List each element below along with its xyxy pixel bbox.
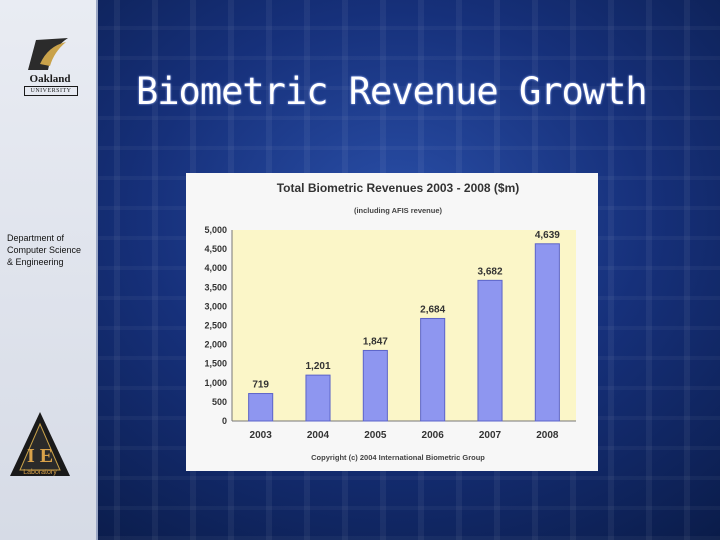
x-tick-label: 2008: [536, 430, 559, 441]
department-line: & Engineering: [7, 257, 64, 267]
x-tick-label: 2006: [422, 430, 445, 441]
y-tick-label: 2,000: [204, 340, 227, 350]
chart-subtitle: (including AFIS revenue): [354, 206, 443, 215]
y-tick-label: 4,000: [204, 263, 227, 273]
chart-title: Total Biometric Revenues 2003 - 2008 ($m…: [277, 181, 520, 195]
bar-chart: Total Biometric Revenues 2003 - 2008 ($m…: [204, 181, 576, 462]
slide-title: Biometric Revenue Growth: [136, 70, 648, 113]
y-tick-label: 5,000: [204, 225, 227, 235]
data-label: 1,201: [305, 361, 330, 372]
logo-text-oakland: Oakland: [29, 73, 71, 85]
y-tick-label: 500: [212, 397, 227, 407]
chart-panel: Total Biometric Revenues 2003 - 2008 ($m…: [186, 173, 598, 471]
y-tick-label: 0: [222, 416, 227, 426]
data-label: 3,682: [477, 266, 502, 277]
data-label: 4,639: [535, 230, 560, 241]
oakland-university-logo: Oakland UNIVERSITY: [22, 34, 78, 100]
ise-lab-logo: I E Laboratory: [10, 412, 70, 476]
bar-2005: [362, 349, 388, 422]
y-tick-label: 4,500: [204, 244, 227, 254]
logo-text-university: UNIVERSITY: [24, 86, 78, 96]
department-line: Department of: [7, 233, 65, 243]
data-label: 2,684: [420, 304, 445, 315]
plot-area: [232, 230, 576, 421]
bar-2008: [534, 243, 560, 422]
y-tick-label: 3,000: [204, 301, 227, 311]
data-label: 1,847: [363, 336, 388, 347]
y-tick-label: 1,500: [204, 359, 227, 369]
y-tick-label: 1,000: [204, 378, 227, 388]
sail-icon: [28, 38, 68, 70]
department-label: Department of Computer Science & Enginee…: [7, 232, 95, 268]
bar-2003: [248, 393, 274, 422]
x-tick-label: 2005: [364, 430, 387, 441]
lab-logo-text: Laboratory: [23, 469, 57, 476]
lab-logo-letters: I E: [27, 445, 53, 467]
y-tick-label: 3,500: [204, 282, 227, 292]
x-tick-label: 2007: [479, 430, 502, 441]
x-tick-label: 2004: [307, 430, 330, 441]
data-label: 719: [252, 380, 269, 391]
y-tick-label: 2,500: [204, 321, 227, 331]
bar-2006: [420, 317, 446, 422]
bar-2004: [305, 374, 331, 422]
x-tick-label: 2003: [250, 430, 273, 441]
sidebar: Oakland UNIVERSITY Department of Compute…: [0, 0, 98, 540]
department-line: Computer Science: [7, 245, 82, 255]
bar-2007: [477, 279, 503, 422]
chart-copyright: Copyright (c) 2004 International Biometr…: [311, 453, 485, 462]
